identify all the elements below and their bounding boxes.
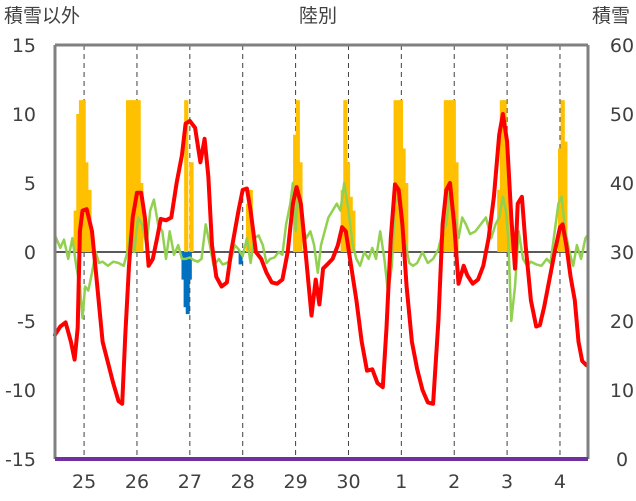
snow-depth-bar	[560, 100, 565, 252]
line-series	[53, 112, 589, 406]
snow-depth-bar	[396, 100, 401, 252]
right-tick-label: 10	[610, 380, 634, 402]
x-tick-label: 30	[336, 471, 360, 493]
x-tick-label: 27	[178, 471, 202, 493]
precipitation-bar	[183, 252, 188, 308]
right-tick-label: 0	[616, 449, 628, 471]
snow-depth-bar	[84, 162, 89, 252]
snow-depth-bar	[505, 148, 510, 252]
x-tick-label: 29	[283, 471, 307, 493]
x-tick-label: 1	[395, 471, 407, 493]
snow-depth-bar	[502, 100, 507, 252]
snow-depth-bar	[184, 100, 189, 252]
right-tick-label: 40	[610, 173, 634, 195]
snow-depth-bar	[78, 100, 84, 252]
precipitation-bar	[238, 252, 243, 265]
snow-depth-bar	[295, 100, 300, 252]
snow-depth-bar	[81, 100, 86, 252]
left-tick-label: -15	[5, 449, 36, 471]
x-tick-label: 28	[231, 471, 255, 493]
x-tick-labels: 25 26 27 28 29 30 1 2 3 4	[72, 471, 566, 493]
snow-depth-bar	[128, 100, 133, 252]
right-tick-label: 30	[610, 242, 634, 264]
wind-line	[53, 181, 589, 323]
snow-depth-bar	[497, 189, 502, 252]
left-axis-label: 積雪以外	[4, 5, 80, 27]
snow-depth-bar	[401, 148, 406, 252]
snow-depth-bar	[133, 100, 139, 252]
right-tick-label: 20	[610, 311, 634, 333]
chart-title: 陸別	[299, 5, 337, 27]
snow-depth-bar	[446, 100, 451, 252]
right-tick-label: 50	[610, 104, 634, 126]
left-tick-label: 0	[24, 242, 36, 264]
temperature-line	[53, 112, 589, 406]
right-tick-labels: 60 50 40 30 20 10 0	[610, 35, 634, 471]
snow-depth-bar	[443, 100, 448, 252]
snow-depth-bar	[499, 100, 505, 252]
snow-depth-bar	[340, 189, 345, 252]
x-tick-label: 25	[72, 471, 96, 493]
snow-depth-bar	[343, 100, 348, 252]
snow-depth-bar	[73, 210, 78, 252]
x-tick-label: 4	[554, 471, 566, 493]
left-tick-label: -10	[5, 380, 36, 402]
left-tick-label: 10	[12, 104, 36, 126]
snow-depth-bar	[351, 210, 356, 252]
left-tick-label: 15	[12, 35, 36, 57]
snow-depth-bar	[125, 100, 131, 252]
x-tick-label: 2	[448, 471, 460, 493]
snow-depth-bar	[454, 162, 459, 252]
right-tick-label: 60	[610, 35, 634, 57]
left-tick-labels: 15 10 5 0 -5 -10 -15	[5, 35, 36, 471]
precipitation-bar	[181, 252, 186, 280]
snow-depth-bar	[136, 100, 141, 252]
snow-depth-bar	[139, 183, 144, 252]
snow-depth-bar	[563, 141, 568, 252]
precipitation-bar	[187, 252, 192, 280]
x-tick-label: 3	[501, 471, 513, 493]
snow-depth-bar	[393, 100, 398, 252]
x-tick-label: 26	[125, 471, 149, 493]
snow-depth-bar	[246, 203, 251, 252]
snow-depth-bar	[404, 183, 409, 252]
snow-depth-bar	[189, 162, 194, 252]
snow-depth-bar	[76, 114, 81, 252]
left-tick-label: -5	[17, 311, 36, 333]
right-axis-label: 積雪	[592, 5, 630, 27]
left-tick-label: 5	[24, 173, 36, 195]
snow-depth-bar	[451, 100, 456, 252]
precipitation-series	[181, 252, 243, 315]
snow-depth-bar	[398, 100, 404, 252]
snow-depth-bar	[449, 100, 454, 252]
precipitation-bar	[185, 252, 190, 315]
plot-frame	[53, 43, 590, 461]
snow-depth-bar	[131, 100, 136, 252]
